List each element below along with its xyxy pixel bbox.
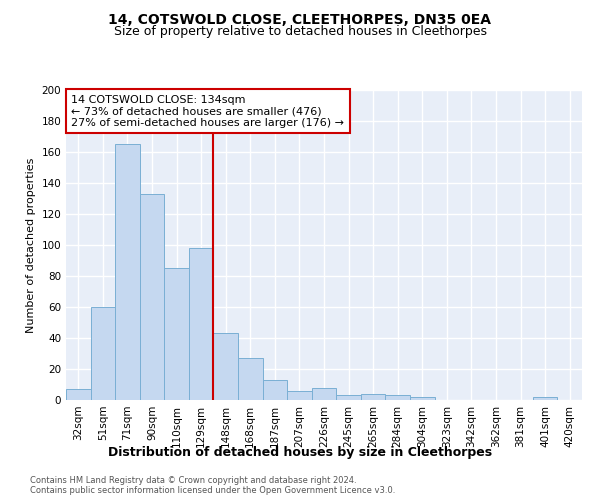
Bar (189, 248, 214, 400)
Bar (336, 396, 361, 400)
Text: 14 COTSWOLD CLOSE: 134sqm
← 73% of detached houses are smaller (476)
27% of semi: 14 COTSWOLD CLOSE: 134sqm ← 73% of detac… (71, 94, 344, 128)
Bar (410, 397, 434, 400)
Bar (238, 358, 263, 400)
Bar (385, 396, 410, 400)
Bar (140, 194, 164, 400)
Bar (164, 268, 189, 400)
Text: Contains HM Land Registry data © Crown copyright and database right 2024.
Contai: Contains HM Land Registry data © Crown c… (30, 476, 395, 495)
Bar (91, 307, 115, 400)
Bar (214, 334, 238, 400)
Y-axis label: Number of detached properties: Number of detached properties (26, 158, 36, 332)
Text: 14, COTSWOLD CLOSE, CLEETHORPES, DN35 0EA: 14, COTSWOLD CLOSE, CLEETHORPES, DN35 0E… (109, 12, 491, 26)
Bar (533, 397, 557, 400)
Bar (66, 389, 91, 400)
Bar (361, 394, 385, 400)
Bar (115, 144, 140, 400)
Bar (263, 380, 287, 400)
Text: Distribution of detached houses by size in Cleethorpes: Distribution of detached houses by size … (108, 446, 492, 459)
Bar (287, 390, 312, 400)
Bar (312, 388, 336, 400)
Text: Size of property relative to detached houses in Cleethorpes: Size of property relative to detached ho… (113, 25, 487, 38)
